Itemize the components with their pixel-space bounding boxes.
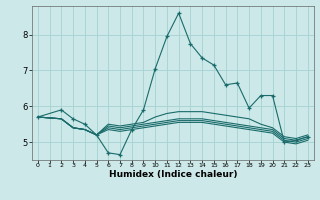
X-axis label: Humidex (Indice chaleur): Humidex (Indice chaleur): [108, 170, 237, 179]
